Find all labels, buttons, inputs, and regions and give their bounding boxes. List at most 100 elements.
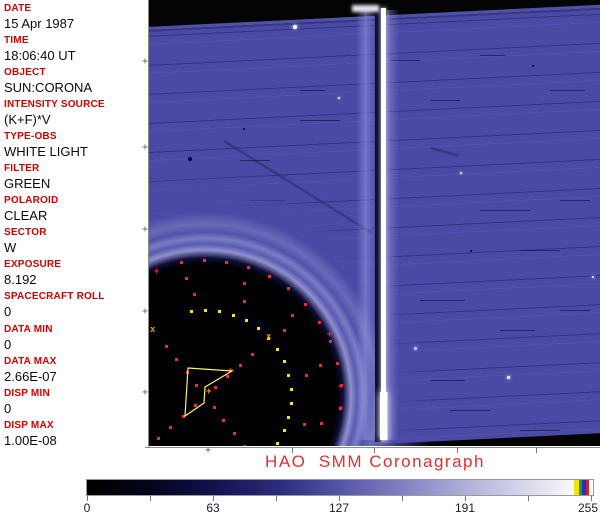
field-label: SECTOR	[4, 227, 47, 239]
radial-chain-dot	[185, 371, 189, 375]
metadata-field: POLAROID CLEAR	[4, 194, 146, 223]
colorbar-label: 0	[83, 501, 91, 512]
yellow-ring-dot	[267, 336, 271, 340]
noise-streak	[480, 210, 530, 211]
radial-chain-dot	[181, 415, 185, 419]
colorbar-tick	[402, 496, 403, 501]
yellow-ring-dot	[287, 415, 291, 419]
field-label: TYPE-OBS	[4, 131, 57, 143]
star-speck	[293, 25, 297, 29]
colorbar-label: 191	[454, 501, 476, 512]
star-speck	[338, 97, 340, 99]
field-label: INTENSITY SOURCE	[4, 99, 105, 111]
noise-streak	[300, 120, 340, 121]
coronagraph-image: x x + + + + + +	[149, 0, 600, 446]
noise-streak	[520, 250, 560, 251]
red-ring-dot	[303, 302, 307, 306]
field-label: TIME	[4, 35, 29, 47]
pylon-bright-base	[380, 392, 388, 440]
pylon-bright-line	[381, 8, 386, 440]
field-value: 0	[4, 336, 12, 352]
field-value: 15 Apr 1987	[4, 16, 75, 31]
field-label: EXPOSURE	[4, 259, 62, 271]
plus-marker: +	[154, 267, 160, 277]
colorbar-stripe	[579, 480, 582, 495]
metadata-field: INTENSITY SOURCE (K+F)*V	[4, 98, 146, 127]
bottom-axis-tick	[292, 448, 293, 453]
noise-streak	[500, 330, 535, 331]
red-ring-dot	[225, 260, 229, 264]
yellow-ring-dot	[289, 401, 293, 405]
radial-chain-dot	[238, 363, 242, 367]
field-value: GREEN	[4, 176, 51, 192]
noise-streak	[300, 90, 325, 91]
radial-chain-dot	[195, 383, 199, 387]
pylon-top-bloom	[352, 5, 379, 12]
metadata-field: FILTER GREEN	[4, 162, 146, 191]
red-ring-dot	[247, 266, 251, 270]
field-label: SPACECRAFT ROLL	[4, 291, 105, 303]
dust-speck	[470, 250, 472, 252]
field-label: DATE	[4, 3, 32, 14]
pylon-left-glow	[356, 10, 375, 440]
red-ring-dot	[339, 384, 343, 388]
radial-chain-dot	[165, 345, 169, 349]
noise-streak	[550, 90, 585, 91]
radial-chain-dot	[232, 432, 236, 436]
field-label: DISP MAX	[4, 419, 54, 431]
metadata-field: SPACECRAFT ROLL 0	[4, 290, 146, 319]
left-axis-tick: +	[142, 142, 149, 153]
metadata-field: TIME 18:06:40 UT	[4, 34, 146, 63]
yellow-ring-dot	[189, 310, 193, 314]
metadata-field: DATE 15 Apr 1987	[4, 2, 146, 31]
bottom-axis-tick	[374, 448, 375, 453]
star-speck	[507, 376, 510, 379]
field-value: 18:06:40 UT	[4, 48, 76, 64]
red-ring-dot	[304, 373, 308, 377]
yellow-ring-dot	[203, 309, 207, 312]
bottom-axis-plus: +	[205, 445, 212, 456]
plus-marker: +	[338, 404, 344, 414]
field-value: SUN:CORONA	[4, 80, 93, 96]
colorbar-label: 255	[577, 501, 599, 512]
metadata-field: DATA MIN 0	[4, 323, 146, 352]
yellow-ring-dot	[282, 429, 286, 433]
yellow-ring-dot	[289, 387, 293, 391]
star-speck	[460, 172, 462, 174]
red-ring-dot	[185, 277, 189, 281]
field-value: 0	[4, 304, 12, 320]
metadata-sidebar: DATE 15 Apr 1987 TIME 18:06:40 UT OBJECT SUN:…	[0, 0, 147, 448]
noise-streak	[480, 55, 505, 56]
noise-streak	[560, 310, 590, 311]
noise-streak	[390, 60, 420, 61]
colorbar-tick	[213, 496, 214, 501]
metadata-field: DATA MAX 2.66E-07	[4, 355, 146, 384]
plus-marker: +	[228, 366, 234, 376]
colorbar-tick	[87, 496, 88, 501]
metadata-field: TYPE-OBS WHITE LIGHT	[4, 130, 146, 159]
red-ring-dot	[303, 423, 306, 427]
bottom-axis-tick	[457, 448, 458, 453]
plus-marker: +	[327, 330, 333, 340]
radial-chain-dot	[157, 437, 161, 441]
field-value: (K+F)*V	[4, 112, 51, 128]
frame-bottom-line	[145, 447, 600, 448]
field-value: 1.00E-08	[4, 432, 57, 448]
bottom-axis-tick	[536, 448, 537, 453]
yellow-ring-dot	[217, 310, 221, 314]
noise-streak	[430, 100, 460, 101]
red-ring-dot	[268, 275, 272, 279]
left-axis-tick: +	[142, 387, 149, 398]
metadata-field: OBJECT SUN:CORONA	[4, 66, 146, 95]
colorbar-tick	[150, 496, 151, 501]
intensity-colorbar	[86, 479, 594, 496]
red-ring-dot	[328, 340, 332, 344]
red-ring-dot	[318, 364, 322, 368]
image-title: HAO SMM Coronagraph	[265, 452, 485, 471]
plus-marker: +	[206, 387, 212, 397]
colorbar-label: 127	[328, 501, 350, 512]
radial-chain-dot	[193, 404, 197, 408]
noise-streak	[520, 430, 560, 431]
yellow-ring-dot	[231, 313, 235, 317]
